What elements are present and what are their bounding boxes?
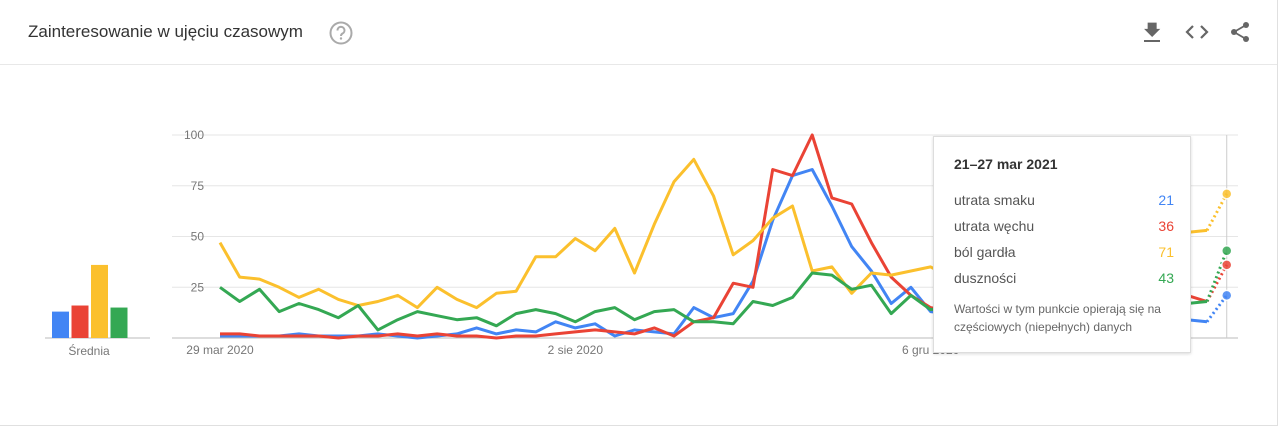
average-bar (52, 311, 69, 338)
card-title: Zainteresowanie w ujęciu czasowym (28, 22, 303, 41)
share-icon[interactable] (1228, 20, 1252, 44)
x-tick-label: 2 sie 2020 (548, 343, 604, 357)
y-tick-label: 100 (184, 128, 204, 142)
series-name: utrata smaku (954, 192, 1035, 208)
hover-point (1220, 289, 1233, 302)
average-label: Średnia (68, 343, 110, 358)
hover-point (1220, 259, 1233, 271)
tooltip-row: ból gardła 71 (954, 244, 1174, 260)
partial-line (1205, 250, 1229, 303)
average-bar (71, 305, 89, 338)
tooltip-note: Wartości w tym punkcie opierają się na c… (954, 302, 1161, 334)
average-bar (91, 264, 108, 338)
series-value: 21 (1158, 192, 1174, 208)
hover-point (1220, 188, 1233, 200)
download-icon[interactable] (1140, 20, 1164, 44)
tooltip-row: utrata smaku 21 (954, 192, 1174, 208)
y-tick-label: 25 (191, 280, 205, 294)
series-value: 36 (1158, 218, 1174, 234)
tooltip: 21–27 mar 2021 utrata smaku 21 utrata węch… (933, 136, 1191, 353)
help-icon[interactable] (328, 20, 354, 46)
tooltip-title: 21–27 mar 2021 (954, 156, 1058, 172)
embed-icon[interactable] (1184, 20, 1210, 44)
average-bar (110, 307, 128, 338)
series-name: ból gardła (954, 244, 1016, 260)
y-tick-label: 50 (191, 230, 205, 244)
partial-line (1205, 193, 1229, 232)
hover-point (1220, 244, 1233, 257)
tooltip-row: duszności 43 (954, 270, 1174, 286)
series-value: 71 (1158, 244, 1174, 260)
tooltip-row: utrata węchu 36 (954, 218, 1174, 234)
x-tick-label: 29 mar 2020 (186, 343, 254, 357)
partial-line (1205, 294, 1228, 323)
series-name: duszności (954, 270, 1017, 286)
y-tick-label: 75 (191, 179, 205, 193)
card-header: Zainteresowanie w ujęciu czasowym (0, 0, 1277, 65)
series-value: 43 (1158, 270, 1174, 286)
series-name: utrata węchu (954, 218, 1035, 234)
